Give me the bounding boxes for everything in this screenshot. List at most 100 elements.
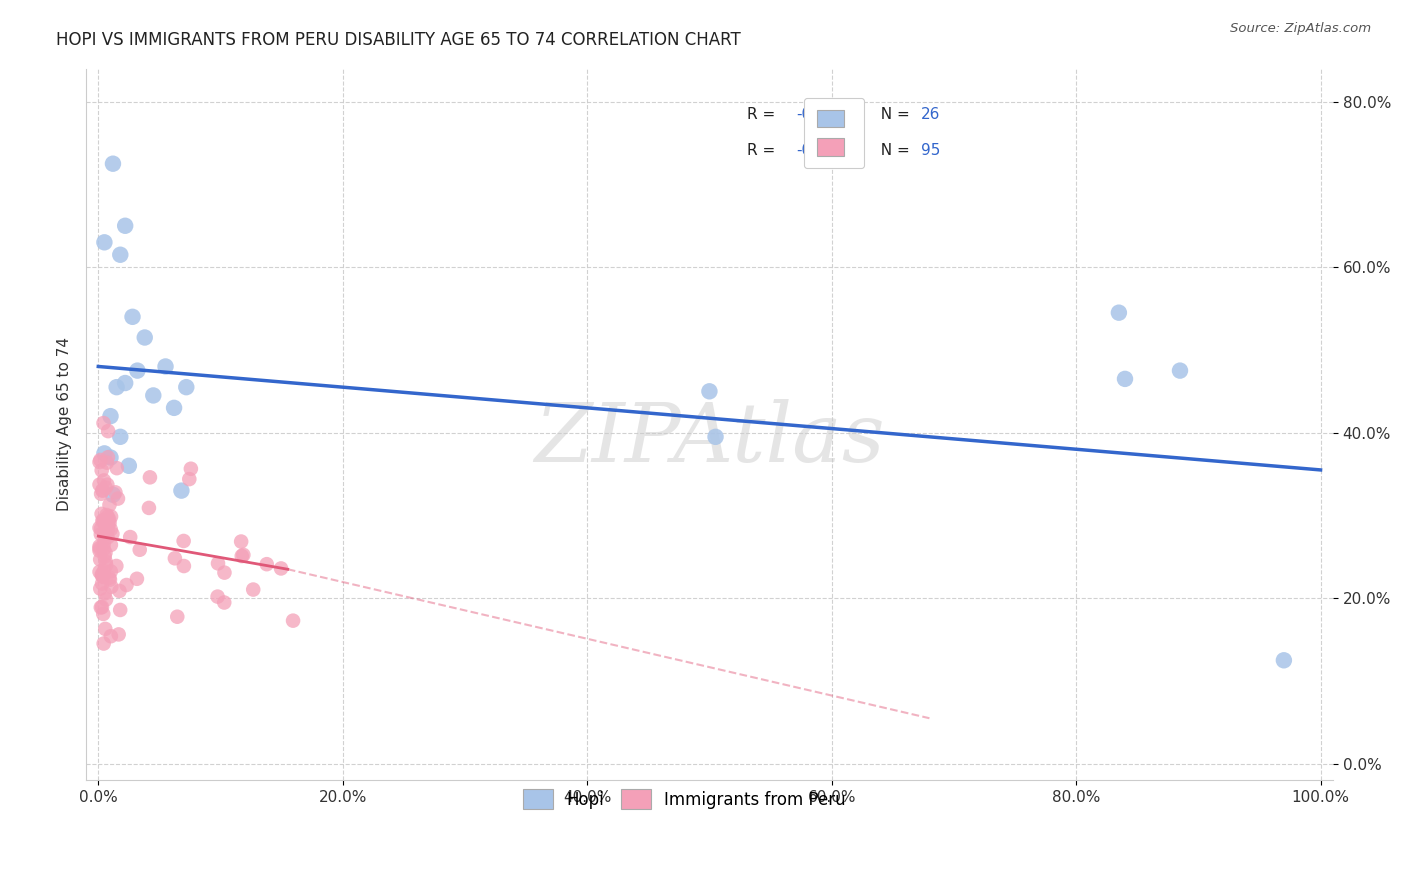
- Point: [94, 525, 117, 540]
- Point: [94, 586, 117, 600]
- Point: [127, 363, 149, 377]
- Point: [89, 541, 111, 556]
- Text: R =: R =: [747, 143, 780, 158]
- Point: [96, 508, 118, 522]
- Point: [231, 534, 253, 549]
- Point: [89, 543, 111, 558]
- Point: [101, 157, 124, 171]
- Legend: Hopi, Immigrants from Peru: Hopi, Immigrants from Peru: [506, 772, 862, 825]
- Point: [114, 219, 136, 233]
- Point: [93, 527, 115, 541]
- Point: [97, 509, 120, 524]
- Point: [180, 461, 202, 475]
- Point: [170, 483, 193, 498]
- Point: [89, 477, 111, 491]
- Point: [98, 516, 121, 530]
- Point: [93, 513, 115, 527]
- Point: [93, 537, 115, 551]
- Text: N =: N =: [872, 143, 915, 158]
- Point: [108, 603, 131, 617]
- Point: [125, 572, 148, 586]
- Point: [142, 388, 165, 402]
- Point: [98, 573, 121, 587]
- Text: -0.284: -0.284: [797, 107, 845, 122]
- Point: [100, 629, 122, 643]
- Point: [115, 578, 138, 592]
- Point: [100, 538, 122, 552]
- Point: [207, 590, 229, 604]
- Point: [94, 622, 117, 636]
- Point: [114, 376, 136, 390]
- Point: [91, 483, 114, 498]
- Point: [91, 568, 114, 582]
- Point: [256, 557, 278, 571]
- Point: [89, 552, 111, 566]
- Point: [242, 582, 264, 597]
- Point: [107, 491, 129, 506]
- Point: [1108, 306, 1130, 320]
- Point: [96, 477, 118, 491]
- Point: [94, 592, 117, 607]
- Point: [139, 470, 162, 484]
- Point: [100, 409, 122, 424]
- Point: [90, 600, 112, 615]
- Text: 26: 26: [921, 107, 941, 122]
- Point: [110, 430, 132, 444]
- Point: [108, 584, 131, 599]
- Point: [93, 474, 115, 488]
- Point: [89, 453, 111, 467]
- Point: [179, 472, 201, 486]
- Text: ZIPAtlas: ZIPAtlas: [534, 399, 884, 479]
- Point: [100, 509, 122, 524]
- Point: [232, 548, 254, 562]
- Point: [91, 570, 114, 584]
- Point: [121, 310, 143, 324]
- Text: R =: R =: [747, 107, 780, 122]
- Point: [214, 566, 236, 580]
- Point: [281, 614, 304, 628]
- Text: Source: ZipAtlas.com: Source: ZipAtlas.com: [1230, 22, 1371, 36]
- Point: [90, 567, 112, 582]
- Y-axis label: Disability Age 65 to 74: Disability Age 65 to 74: [58, 337, 72, 511]
- Point: [90, 463, 112, 477]
- Point: [104, 485, 127, 500]
- Text: HOPI VS IMMIGRANTS FROM PERU DISABILITY AGE 65 TO 74 CORRELATION CHART: HOPI VS IMMIGRANTS FROM PERU DISABILITY …: [56, 31, 741, 49]
- Point: [93, 541, 115, 556]
- Point: [90, 522, 112, 536]
- Point: [98, 571, 121, 585]
- Point: [101, 526, 124, 541]
- Point: [93, 513, 115, 527]
- Point: [100, 522, 122, 536]
- Point: [98, 498, 121, 512]
- Point: [93, 636, 115, 650]
- Text: 95: 95: [921, 143, 941, 158]
- Point: [89, 539, 111, 553]
- Point: [93, 549, 115, 564]
- Point: [174, 380, 197, 394]
- Point: [163, 551, 186, 566]
- Point: [138, 500, 160, 515]
- Point: [173, 559, 195, 574]
- Point: [90, 507, 112, 521]
- Point: [93, 446, 115, 460]
- Point: [94, 555, 117, 569]
- Point: [231, 549, 253, 563]
- Point: [704, 430, 727, 444]
- Point: [155, 359, 177, 374]
- Point: [93, 235, 115, 250]
- Point: [97, 424, 120, 438]
- Point: [163, 401, 186, 415]
- Point: [93, 564, 115, 578]
- Text: N =: N =: [872, 107, 915, 122]
- Point: [105, 380, 128, 394]
- Point: [94, 558, 117, 573]
- Point: [699, 384, 721, 399]
- Point: [91, 576, 114, 591]
- Point: [94, 481, 117, 495]
- Point: [89, 521, 111, 535]
- Point: [91, 483, 114, 498]
- Point: [96, 456, 118, 470]
- Point: [1272, 653, 1295, 667]
- Point: [89, 582, 111, 596]
- Point: [107, 627, 129, 641]
